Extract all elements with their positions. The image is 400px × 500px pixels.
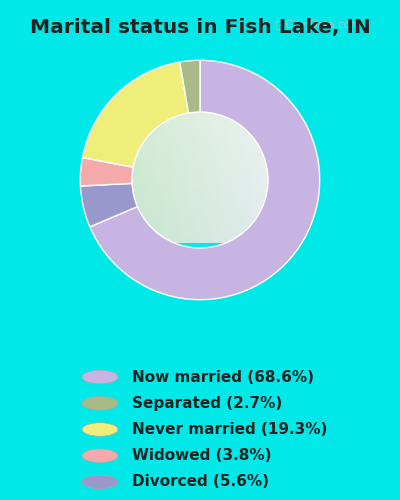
- Wedge shape: [82, 62, 188, 168]
- Wedge shape: [80, 158, 133, 186]
- Text: Separated (2.7%): Separated (2.7%): [132, 396, 282, 411]
- Circle shape: [82, 370, 118, 384]
- Circle shape: [82, 423, 118, 436]
- Circle shape: [82, 449, 118, 462]
- Wedge shape: [80, 184, 138, 227]
- Text: Now married (68.6%): Now married (68.6%): [132, 370, 314, 384]
- Text: Never married (19.3%): Never married (19.3%): [132, 422, 327, 437]
- Circle shape: [82, 396, 118, 410]
- Text: Divorced (5.6%): Divorced (5.6%): [132, 474, 269, 490]
- Wedge shape: [180, 60, 200, 113]
- Text: ⓘ City-Data.com: ⓘ City-Data.com: [276, 20, 360, 30]
- Text: Widowed (3.8%): Widowed (3.8%): [132, 448, 272, 463]
- Text: Marital status in Fish Lake, IN: Marital status in Fish Lake, IN: [30, 18, 370, 36]
- Wedge shape: [90, 60, 320, 300]
- Circle shape: [82, 475, 118, 489]
